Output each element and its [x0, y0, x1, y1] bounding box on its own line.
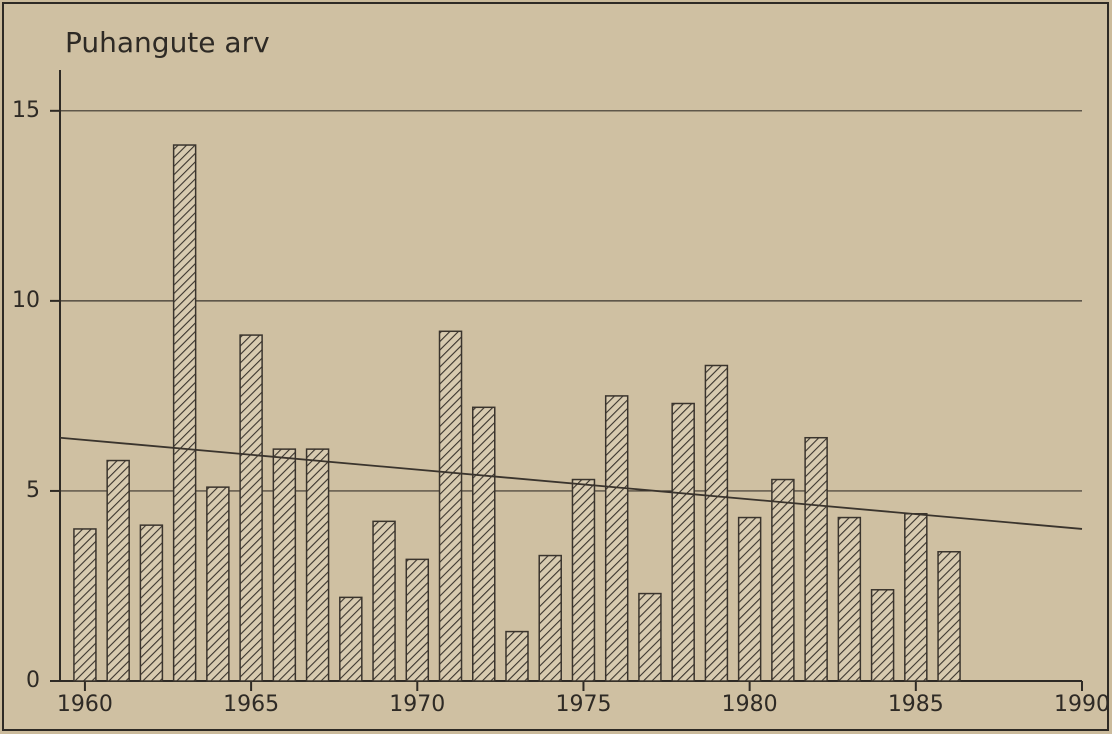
bar [272, 448, 297, 682]
bar [305, 448, 330, 682]
y-tick-label: 15 [12, 98, 40, 123]
bar [472, 406, 496, 682]
bar [604, 395, 629, 682]
bar [538, 554, 562, 682]
y-tick-label: 10 [12, 288, 40, 313]
bar [671, 402, 695, 682]
bar [339, 596, 363, 682]
x-tick-label: 1965 [223, 692, 279, 717]
bar [737, 516, 762, 682]
y-tick-label: 0 [26, 668, 40, 693]
bar [837, 516, 862, 682]
x-tick-label: 1960 [57, 692, 113, 717]
x-tick-label: 1975 [555, 692, 611, 717]
bar [505, 630, 529, 682]
bar [106, 459, 130, 682]
x-tick-label: 1990 [1054, 692, 1110, 717]
bar [771, 478, 795, 682]
bar [438, 330, 463, 682]
bar [405, 558, 430, 682]
bar [139, 524, 164, 682]
y-tick-label: 5 [26, 478, 40, 503]
trend-line [59, 436, 1083, 530]
bar [804, 436, 828, 682]
bar [73, 528, 97, 682]
bar [172, 144, 197, 682]
bar [704, 364, 729, 682]
x-tick-label: 1980 [722, 692, 778, 717]
bar [372, 520, 396, 682]
bar [571, 478, 596, 682]
bar [239, 334, 263, 682]
x-tick-label: 1985 [888, 692, 944, 717]
x-tick-label: 1970 [389, 692, 445, 717]
bar [638, 592, 662, 682]
bar [206, 486, 230, 682]
bar [937, 551, 961, 682]
bar [870, 589, 895, 682]
bar [904, 512, 928, 682]
chart-title: Puhangute arv [65, 26, 270, 59]
